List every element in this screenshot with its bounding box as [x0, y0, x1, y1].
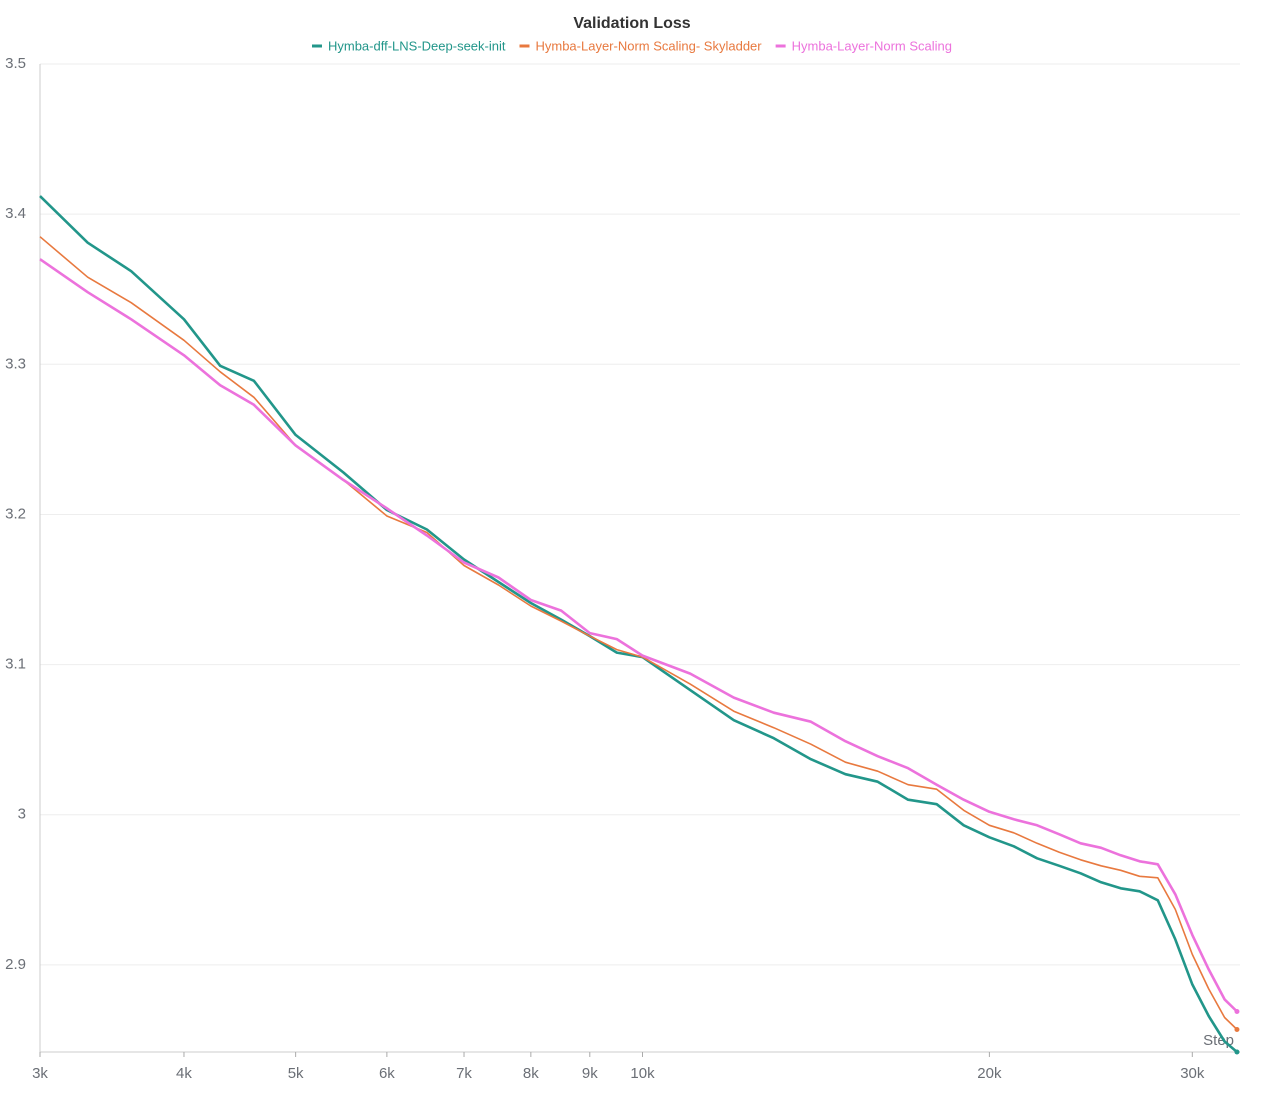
x-tick-label: 10k [630, 1065, 655, 1082]
x-axis-label: Step [1203, 1032, 1234, 1049]
y-tick-label: 3.2 [5, 505, 26, 522]
x-tick-label: 4k [176, 1065, 192, 1082]
x-tick-label: 7k [456, 1065, 472, 1082]
end-point [1234, 1008, 1240, 1014]
y-tick-label: 3.1 [5, 656, 26, 673]
legend: Hymba-dff-LNS-Deep-seek-init Hymba-Layer-… [311, 38, 952, 53]
legend-item: Hymba-Layer-Norm Scaling- Skyladder [519, 38, 762, 53]
series-line [39, 236, 1238, 1031]
end-point [1234, 1026, 1240, 1032]
y-tick-label: 3.4 [5, 205, 26, 222]
legend-label: Hymba-Layer-Norm Scaling [792, 38, 952, 53]
x-tick-label: 8k [523, 1065, 539, 1082]
x-tick-label: 20k [977, 1065, 1002, 1082]
x-tick-label: 9k [582, 1065, 598, 1082]
legend-item: Hymba-Layer-Norm Scaling [775, 38, 952, 53]
legend-item: Hymba-dff-LNS-Deep-seek-init [311, 38, 506, 53]
y-tick-label: 3 [18, 806, 26, 823]
x-tick-label: 5k [288, 1065, 304, 1082]
y-tick-label: 3.5 [5, 55, 26, 72]
legend-label: Hymba-dff-LNS-Deep-seek-init [328, 38, 506, 53]
series-line [39, 195, 1238, 1053]
x-tick-label: 6k [379, 1065, 395, 1082]
y-tick-label: 2.9 [5, 956, 26, 973]
x-tick-label: 3k [32, 1065, 48, 1082]
y-tick-label: 3.3 [5, 355, 26, 372]
x-tick-label: 30k [1180, 1065, 1205, 1082]
chart-title: Validation Loss [573, 15, 690, 32]
end-point [1234, 1049, 1240, 1055]
legend-label: Hymba-Layer-Norm Scaling- Skyladder [535, 38, 762, 53]
series-line [39, 258, 1238, 1013]
